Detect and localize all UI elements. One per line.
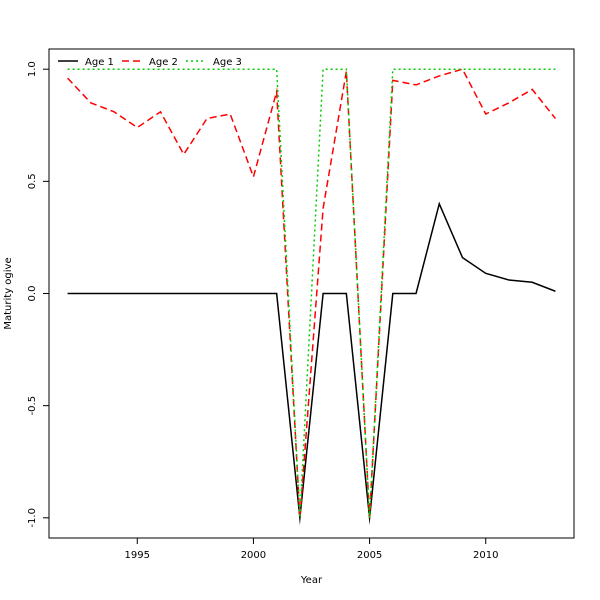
y-tick-label: 0.5 [27,173,38,189]
y-axis-title: Maturity ogive [3,257,14,329]
x-axis-title: Year [300,575,323,586]
legend-label: Age 2 [149,57,178,68]
series-layer [67,64,557,526]
legend-label: Age 1 [85,57,114,68]
x-tick-label: 2000 [241,550,266,561]
plot-frame [48,48,575,539]
legend-label: Age 3 [213,57,242,68]
series-line-age-2 [67,64,557,518]
x-tick-label: 2010 [473,550,498,561]
y-tick-label: -1.0 [27,508,38,528]
axes-layer: 1995 2000 2005 2010 -1.0 -0.5 0.0 0.5 1.0 [27,61,498,561]
y-tick-label: 1.0 [27,61,38,77]
series-line-age-3 [67,68,556,518]
series-line-age-1 [67,201,556,526]
legend: Age 1 Age 2 Age 3 [58,57,242,68]
y-tick-label: -0.5 [27,396,38,416]
x-tick-label: 1995 [125,550,150,561]
x-tick-label: 2005 [357,550,382,561]
y-tick-label: 0.0 [27,286,38,302]
